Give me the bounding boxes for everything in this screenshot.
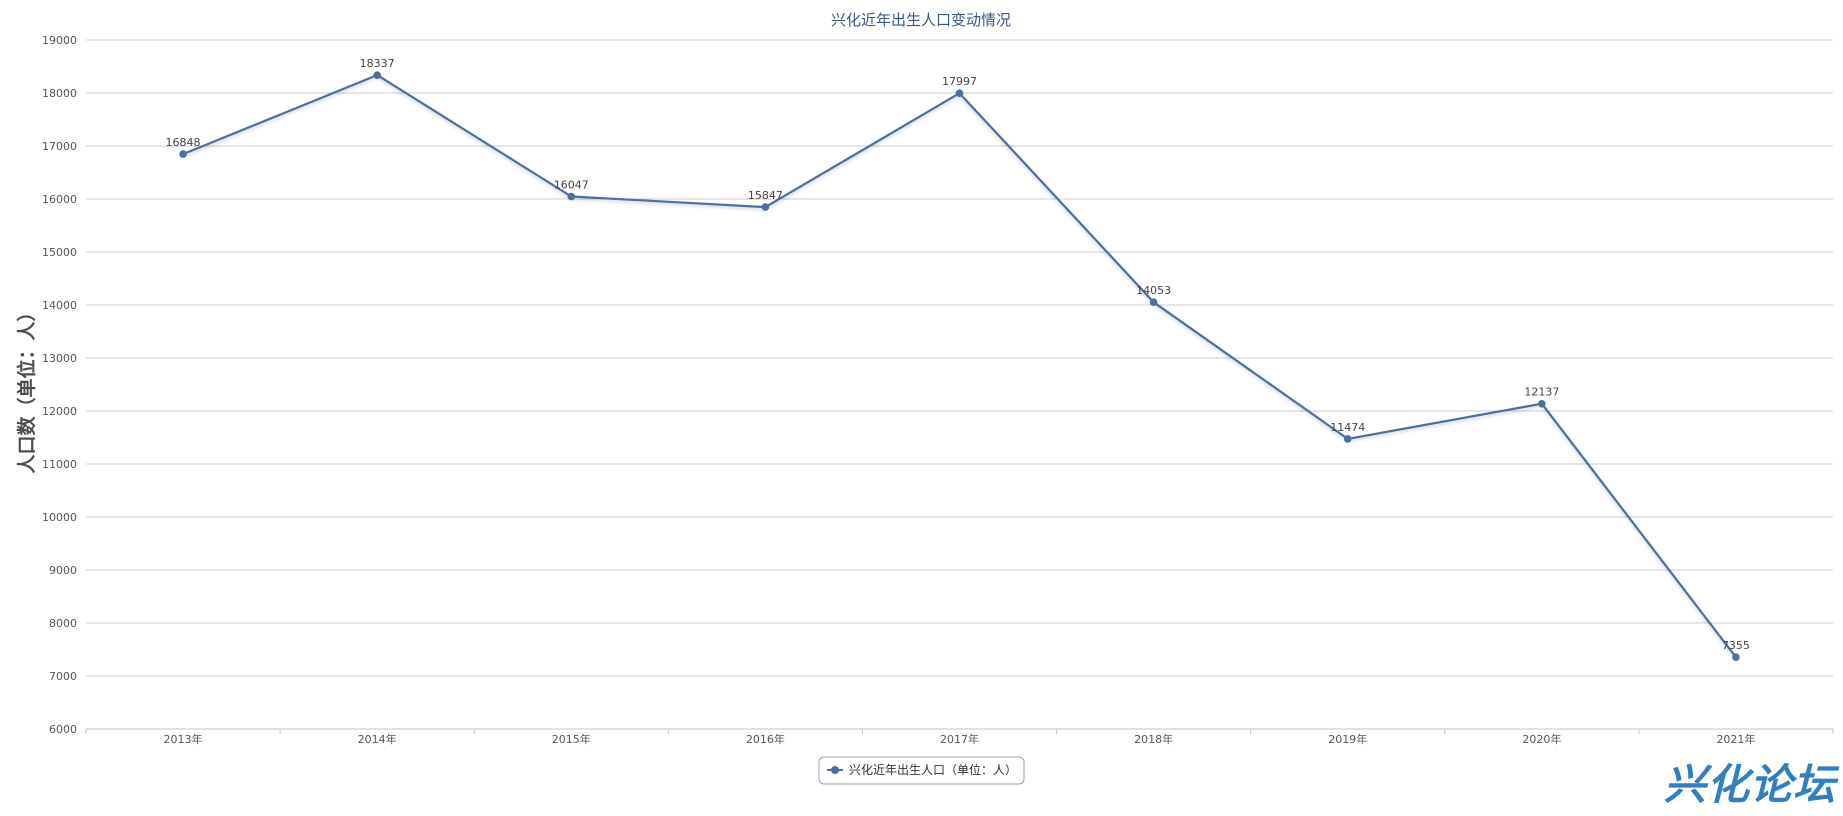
legend[interactable]: 兴化近年出生人口（单位：人） [818, 756, 1025, 785]
data-point [1149, 298, 1158, 306]
y-axis-tick-labels: 6000 7000 8000 9000 10000 11000 12000 13000 1400… [42, 34, 77, 736]
y-tick-label: 15000 [42, 246, 77, 259]
y-tick-label: 10000 [42, 511, 77, 524]
y-tick-label: 7000 [49, 670, 77, 683]
data-point [761, 203, 770, 211]
x-tick-label: 2014年 [358, 732, 397, 746]
data-point [567, 192, 576, 201]
data-points [179, 71, 1740, 661]
y-tick-label: 16000 [42, 193, 77, 206]
y-tick-label: 18000 [42, 87, 77, 100]
data-label: 18337 [360, 57, 395, 70]
watermark-logo: 兴化论坛 [1664, 760, 1840, 809]
data-label: 17997 [942, 75, 977, 88]
y-tick-label: 11000 [42, 458, 77, 471]
x-tick-label: 2018年 [1134, 732, 1173, 746]
y-tick-label: 9000 [49, 564, 77, 577]
data-label: 15847 [748, 189, 783, 202]
data-point [1538, 399, 1546, 408]
x-tick-label: 2016年 [746, 732, 785, 746]
data-point [373, 71, 381, 79]
data-label: 7355 [1722, 639, 1750, 652]
y-axis-title: 人口数（单位：人） [15, 302, 38, 473]
data-labels: 16848 18337 16047 15847 17997 14053 11474 12137… [166, 57, 1750, 652]
data-label: 16047 [554, 179, 589, 192]
x-tick-label: 2021年 [1716, 732, 1755, 746]
legend-marker [831, 766, 839, 774]
legend-item-label: 兴化近年出生人口（单位：人） [849, 762, 1017, 777]
x-tick-label: 2015年 [552, 732, 591, 746]
data-point [179, 150, 187, 158]
y-tick-label: 14000 [42, 299, 77, 312]
y-tick-label: 12000 [42, 405, 77, 418]
x-axis-ticks [85, 729, 1834, 734]
y-tick-label: 17000 [42, 140, 77, 153]
y-tick-label: 19000 [42, 34, 77, 47]
x-tick-label: 2017年 [940, 732, 979, 746]
data-label: 11474 [1330, 421, 1365, 434]
y-tick-label: 13000 [42, 352, 77, 365]
chart-title: 兴化近年出生人口变动情况 [831, 11, 1011, 29]
data-point [955, 89, 964, 97]
grid-lines [86, 39, 1833, 677]
data-label: 14053 [1136, 284, 1171, 297]
data-point [1343, 435, 1352, 443]
x-tick-label: 2019年 [1328, 732, 1367, 746]
data-point [1732, 653, 1740, 661]
y-tick-label: 6000 [49, 723, 77, 736]
data-label: 12137 [1524, 386, 1559, 399]
data-label: 16848 [166, 136, 201, 149]
x-axis-tick-labels: 2013年 2014年 2015年 2016年 2017年 2018年 2019年 2020年… [164, 732, 1756, 746]
x-tick-label: 2020年 [1522, 732, 1561, 746]
y-tick-label: 8000 [49, 617, 77, 630]
legend-box [818, 756, 1025, 785]
x-tick-label: 2013年 [164, 732, 203, 746]
